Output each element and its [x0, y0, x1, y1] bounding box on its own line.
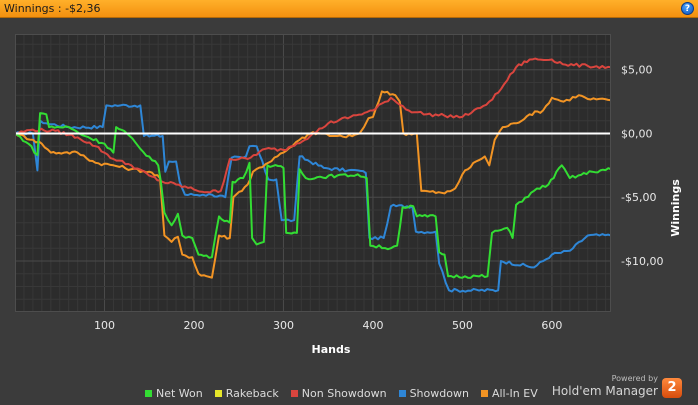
- powered-by-text: Powered by: [611, 374, 658, 383]
- legend-swatch: [290, 389, 298, 397]
- product-name: Hold'em Manager: [551, 384, 658, 398]
- plot-border: [15, 34, 611, 312]
- non-showdown-series-line: [15, 57, 611, 194]
- all-in-ev-series-line: [15, 90, 611, 279]
- window-title: Winnings : -$2,36: [4, 2, 101, 15]
- x-axis-label: Hands: [312, 343, 351, 356]
- legend-label: Showdown: [409, 386, 469, 400]
- holdem-manager-logo-icon: 2: [662, 378, 682, 398]
- legend-item-non-showdown[interactable]: Non Showdown: [290, 386, 387, 400]
- y-tick-label: -$5,00: [621, 191, 656, 204]
- x-tick-label: 200: [183, 319, 204, 332]
- y-tick-label: $0,00: [621, 127, 653, 140]
- winnings-chart: 100 200 300 400 500 600 $5,00 $0,00 -$5,00 -$10,0…: [15, 34, 682, 356]
- y-tick-label: -$10,00: [621, 255, 663, 268]
- legend-label: All-In EV: [491, 386, 538, 400]
- net-won-series-line: [15, 112, 611, 279]
- showdown-series-line: [15, 103, 611, 293]
- x-tick-label: 400: [362, 319, 383, 332]
- x-tick-label: 500: [452, 319, 473, 332]
- legend-item-rakeback[interactable]: Rakeback: [214, 386, 279, 400]
- x-tick-label: 300: [273, 319, 294, 332]
- legend-label: Net Won: [156, 386, 203, 400]
- legend-swatch: [398, 389, 406, 397]
- chart-legend: Net Won Rakeback Non Showdown Showdown All-I…: [145, 386, 538, 400]
- x-tick-label: 100: [94, 319, 115, 332]
- x-tick-label: 600: [541, 319, 562, 332]
- y-tick-label: $5,00: [621, 64, 653, 77]
- legend-swatch: [214, 389, 222, 397]
- y-axis-label: Winnings: [669, 179, 682, 237]
- legend-label: Rakeback: [225, 386, 279, 400]
- legend-swatch: [145, 389, 152, 397]
- legend-swatch: [480, 389, 488, 397]
- help-icon[interactable]: ?: [681, 2, 694, 15]
- legend-item-all-in-ev[interactable]: All-In EV: [480, 386, 538, 400]
- legend-item-net-won[interactable]: Net Won: [145, 387, 203, 400]
- plot-area: [15, 34, 611, 312]
- title-bar: Winnings : -$2,36 ?: [0, 0, 698, 18]
- series-lines: [15, 57, 611, 293]
- legend-item-showdown[interactable]: Showdown: [398, 386, 469, 400]
- legend-label: Non Showdown: [301, 386, 387, 400]
